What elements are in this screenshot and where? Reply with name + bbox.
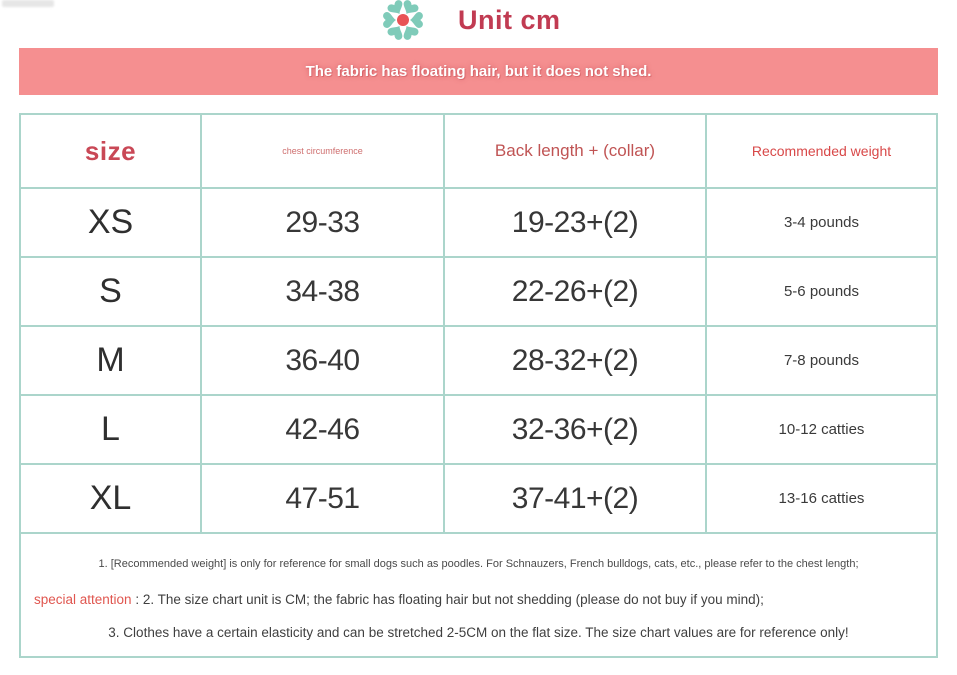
page-title: Unit cm <box>458 5 561 35</box>
special-attention-label: special attention <box>34 592 132 607</box>
column-header-recommended-weight: Recommended weight <box>707 115 936 189</box>
table-cell-chest: 42-46 <box>202 396 445 465</box>
table-cell-size: S <box>21 258 202 327</box>
table-cell-weight: 7-8 pounds <box>707 327 936 396</box>
note-line-1: 1. [Recommended weight] is only for refe… <box>98 558 859 570</box>
size-table: size chest circumference Back length + (… <box>21 115 936 534</box>
table-cell-chest: 47-51 <box>202 465 445 534</box>
page-header: Unit cm <box>0 0 957 47</box>
table-cell-chest: 29-33 <box>202 189 445 258</box>
fabric-notice-banner: The fabric has floating hair, but it doe… <box>19 48 938 95</box>
notes-section: 1. [Recommended weight] is only for refe… <box>21 534 936 656</box>
note-line-2-text: : 2. The size chart unit is CM; the fabr… <box>131 592 764 607</box>
column-header-chest-circumference: chest circumference <box>202 115 445 189</box>
column-header-back-length: Back length + (collar) <box>445 115 707 189</box>
table-cell-back: 22-26+(2) <box>445 258 707 327</box>
table-cell-back: 32-36+(2) <box>445 396 707 465</box>
size-chart-box: size chest circumference Back length + (… <box>19 113 938 658</box>
banner-text: The fabric has floating hair, but it doe… <box>305 63 652 80</box>
note-line-3: 3. Clothes have a certain elasticity and… <box>108 625 849 640</box>
table-cell-back: 19-23+(2) <box>445 189 707 258</box>
table-cell-size: L <box>21 396 202 465</box>
table-cell-size: XL <box>21 465 202 534</box>
table-cell-weight: 3-4 pounds <box>707 189 936 258</box>
flower-icon <box>383 0 423 40</box>
table-cell-back: 37-41+(2) <box>445 465 707 534</box>
table-cell-weight: 13-16 catties <box>707 465 936 534</box>
table-cell-weight: 5-6 pounds <box>707 258 936 327</box>
column-header-size: size <box>21 115 202 189</box>
table-cell-size: XS <box>21 189 202 258</box>
artifact-smudge <box>2 0 54 7</box>
table-cell-weight: 10-12 catties <box>707 396 936 465</box>
table-cell-size: M <box>21 327 202 396</box>
table-cell-chest: 34-38 <box>202 258 445 327</box>
table-cell-back: 28-32+(2) <box>445 327 707 396</box>
table-cell-chest: 36-40 <box>202 327 445 396</box>
note-line-2: special attention : 2. The size chart un… <box>34 592 926 607</box>
